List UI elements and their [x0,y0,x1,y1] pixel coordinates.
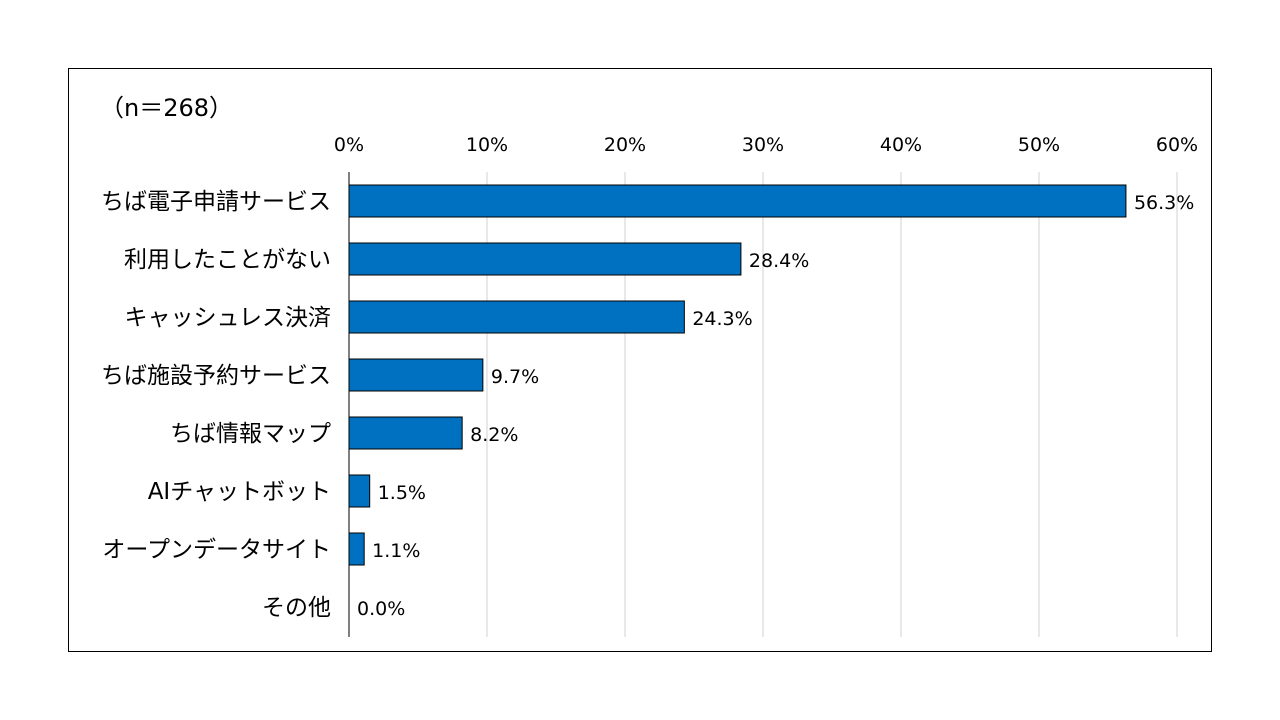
category-label-1: 利用したことがない [124,247,331,273]
value-label-5: 1.5% [378,482,426,504]
x-tick-label-20: 20% [604,134,646,156]
category-label-5: AIチャットボット [148,479,331,505]
bar-5 [348,474,371,508]
category-label-3: ちば施設予約サービス [101,363,331,389]
bar-0 [348,184,1127,218]
category-label-7: その他 [262,595,331,621]
bar-6 [348,532,365,566]
value-label-3: 9.7% [491,366,539,388]
x-tick-label-40: 40% [880,134,922,156]
value-label-2: 24.3% [692,308,752,330]
bar-4 [348,416,463,450]
x-tick-label-0: 0% [334,134,364,156]
x-tick-label-10: 10% [466,134,508,156]
x-tick-label-30: 30% [742,134,784,156]
x-tick-label-60: 60% [1156,134,1198,156]
value-label-1: 28.4% [749,250,809,272]
category-label-4: ちば情報マップ [170,421,331,447]
chart-frame [68,68,1212,652]
value-label-4: 8.2% [470,424,518,446]
category-label-6: オープンデータサイト [102,537,331,563]
bar-3 [348,358,484,392]
bar-1 [348,242,742,276]
bar-2 [348,300,685,334]
x-tick-label-50: 50% [1018,134,1060,156]
category-label-2: キャッシュレス決済 [124,305,331,331]
value-label-7: 0.0% [357,598,405,620]
value-label-0: 56.3% [1134,192,1194,214]
sample-size-label: （n＝268） [100,94,234,122]
value-label-6: 1.1% [372,540,420,562]
category-label-0: ちば電子申請サービス [101,189,331,215]
